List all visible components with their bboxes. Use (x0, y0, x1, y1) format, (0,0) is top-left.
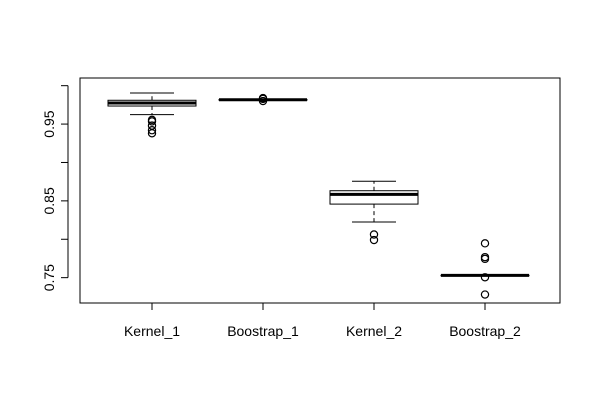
y-tick-label: 0.85 (41, 187, 57, 214)
y-tick-label: 0.95 (41, 110, 57, 137)
box-group (218, 93, 308, 106)
outlier-point (369, 235, 379, 245)
box-group (440, 239, 530, 299)
outlier-point (258, 96, 268, 106)
box-group (107, 92, 197, 138)
outlier-point (480, 239, 490, 248)
outlier-point (480, 273, 490, 282)
outlier-point (369, 230, 379, 239)
x-tick-label: Boostrap_2 (449, 323, 521, 339)
outlier-point (147, 126, 157, 135)
x-axis: Kernel_1 Boostrap_1 Kernel_2 Boostrap_2 (124, 302, 521, 339)
iqr-box (329, 190, 419, 205)
y-axis: 0.75 0.85 0.95 (41, 85, 69, 291)
box-group (329, 180, 419, 245)
y-tick-label: 0.75 (41, 264, 57, 291)
x-tick-label: Kernel_1 (124, 323, 180, 339)
outlier-point (147, 129, 157, 138)
outlier-point (480, 254, 490, 264)
boxes (107, 92, 530, 299)
x-tick-label: Kernel_2 (346, 323, 402, 339)
x-tick-label: Boostrap_1 (227, 323, 299, 339)
plot-frame (79, 77, 561, 304)
outlier-point (480, 290, 490, 299)
outlier-point (147, 117, 157, 126)
